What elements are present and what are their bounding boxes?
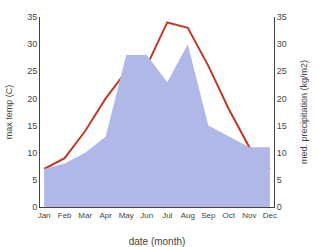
svg-text:5: 5 (32, 175, 37, 185)
svg-text:25: 25 (27, 66, 37, 76)
svg-text:date (month): date (month) (129, 236, 186, 247)
svg-text:May: May (119, 211, 134, 220)
svg-text:20: 20 (277, 94, 287, 104)
svg-text:15: 15 (27, 121, 37, 131)
svg-text:Jul: Jul (162, 211, 172, 220)
svg-text:35: 35 (27, 12, 37, 22)
svg-text:Mar: Mar (78, 211, 92, 220)
svg-text:35: 35 (277, 12, 287, 22)
svg-text:30: 30 (27, 39, 37, 49)
svg-text:10: 10 (27, 148, 37, 158)
svg-text:5: 5 (277, 175, 282, 185)
svg-text:Feb: Feb (58, 211, 72, 220)
svg-text:10: 10 (277, 148, 287, 158)
svg-text:Oct: Oct (223, 211, 236, 220)
svg-text:Sep: Sep (201, 211, 216, 220)
svg-text:med. precipitation (kg/m2): med. precipitation (kg/m2) (299, 60, 309, 164)
svg-text:0: 0 (277, 202, 282, 212)
svg-text:Apr: Apr (99, 211, 112, 220)
svg-text:0: 0 (32, 202, 37, 212)
svg-text:Jun: Jun (140, 211, 153, 220)
svg-text:Jan: Jan (38, 211, 51, 220)
svg-text:30: 30 (277, 39, 287, 49)
svg-text:20: 20 (27, 94, 37, 104)
svg-text:25: 25 (277, 66, 287, 76)
svg-text:15: 15 (277, 121, 287, 131)
svg-text:max temp (C): max temp (C) (4, 85, 14, 140)
svg-text:Aug: Aug (181, 211, 195, 220)
svg-text:Nov: Nov (242, 211, 256, 220)
svg-text:Dec: Dec (263, 211, 277, 220)
